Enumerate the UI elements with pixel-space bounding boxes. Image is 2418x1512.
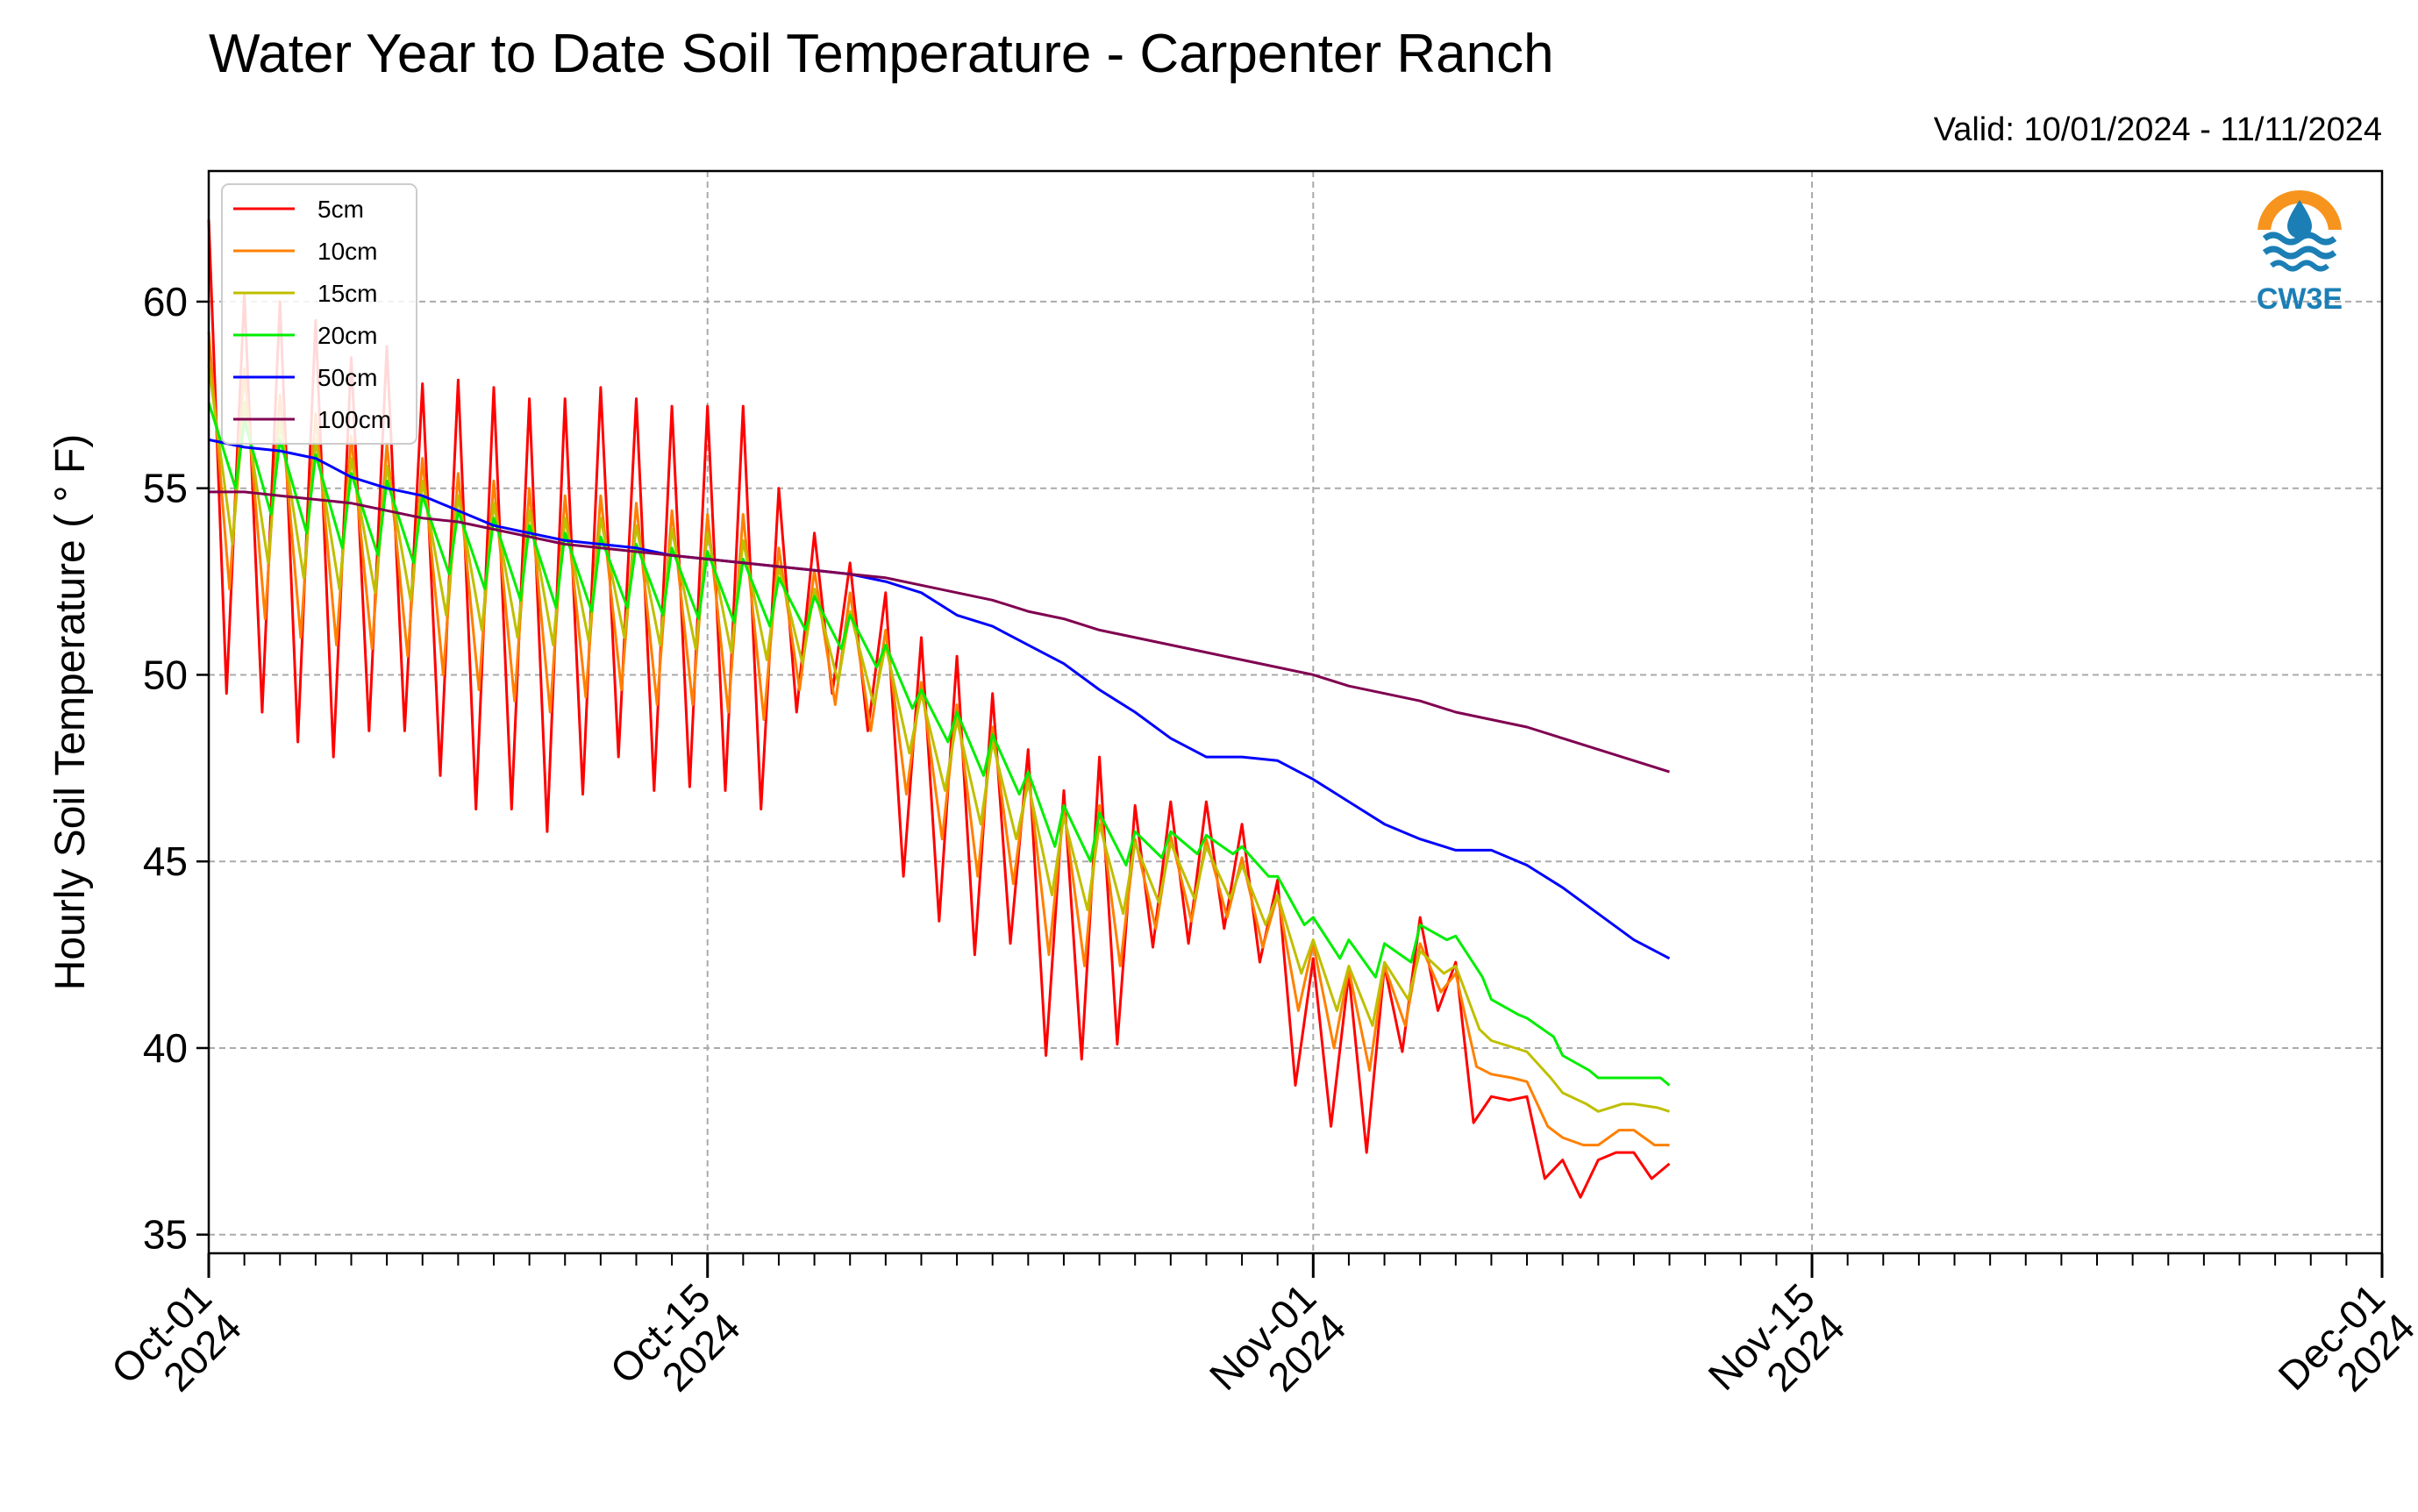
series-line-50cm [208,438,1671,960]
legend-label-20cm: 20cm [317,322,377,349]
y-tick-label: 35 [143,1212,188,1258]
chart-title: Water Year to Date Soil Temperature - Ca… [209,24,1554,84]
y-tick-label: 45 [143,838,188,884]
y-tick-label: 60 [143,279,188,325]
series-line-100cm [209,490,1670,774]
legend-label-100cm: 100cm [317,406,391,433]
legend: 5cm 10cm 15cm 20cm 50cm 100cm [221,183,417,445]
cw3e-logo: CW3E [2257,190,2343,316]
legend-label-15cm: 15cm [317,280,377,307]
series-line-5cm [207,219,1671,1199]
chart-subtitle: Valid: 10/01/2024 - 11/11/2024 [1934,111,2382,148]
logo-text: CW3E [2257,282,2343,316]
logo-drop-icon [2287,200,2312,239]
legend-label-5cm: 5cm [317,196,364,223]
series-lines [207,219,1671,1199]
legend-label-10cm: 10cm [317,238,377,265]
legend-label-50cm: 50cm [317,364,377,391]
gridlines [209,171,2382,1253]
legend-items: 5cm 10cm 15cm 20cm 50cm 100cm [233,196,391,433]
logo-wave-3 [2270,260,2329,272]
y-tick-label: 50 [143,652,188,697]
logo-wave-2 [2262,246,2337,260]
y-tick-label: 55 [143,466,188,511]
plot-frame [207,169,2384,1255]
series-line-20cm [207,402,1671,1087]
legend-box [221,183,417,445]
y-axis-label: Hourly Soil Temperature ( ° F) [47,434,94,991]
y-tick-label: 40 [143,1025,188,1071]
